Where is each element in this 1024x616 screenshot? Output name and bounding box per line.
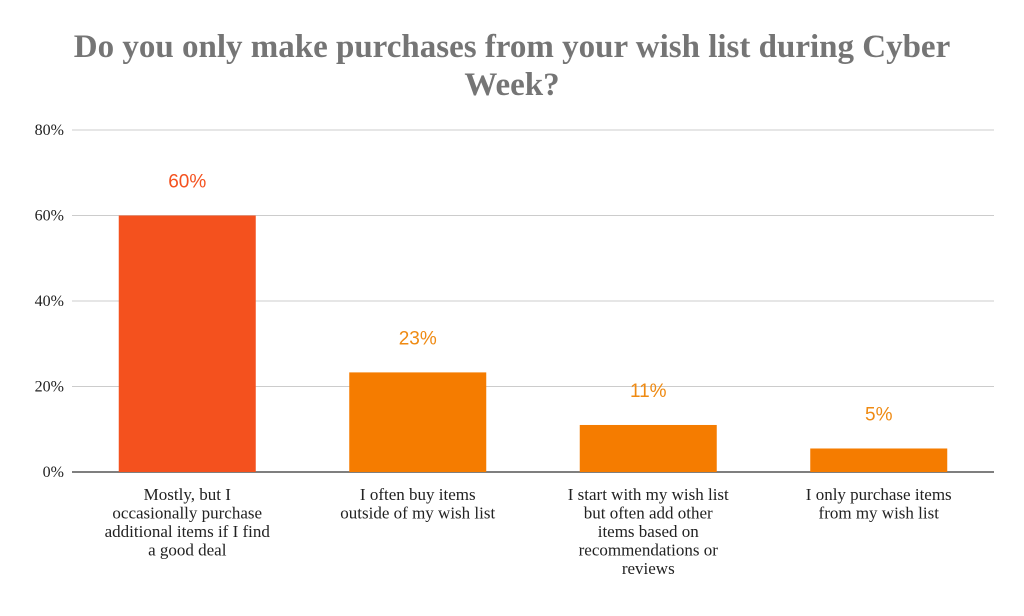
category-label-line: additional items if I find [105, 522, 271, 541]
data-label: 11% [630, 381, 667, 402]
bars [118, 215, 948, 472]
y-tick-label: 60% [35, 208, 64, 225]
y-tick-label: 20% [35, 379, 64, 396]
y-tick-label: 80% [35, 122, 64, 139]
category-label-line: I start with my wish list [568, 485, 729, 504]
data-label: 23% [399, 328, 437, 349]
bar [810, 448, 948, 472]
category-label-line: items based on [598, 522, 700, 541]
category-label-line: I often buy items [360, 485, 476, 504]
chart-title: Do you only make purchases from your wis… [0, 28, 1024, 104]
data-labels: 60% 23% 11% 5% [168, 172, 892, 426]
category-label-line: Mostly, but I [144, 485, 232, 504]
data-label: 60% [168, 172, 206, 193]
chart-title-line-1: Do you only make purchases from your wis… [73, 29, 951, 65]
bar [118, 215, 256, 472]
category-label-line: a good deal [148, 541, 227, 560]
category-label: I often buy items outside of my wish list [340, 485, 495, 523]
y-tick-label: 40% [35, 293, 64, 310]
category-label-line: from my wish list [819, 504, 940, 523]
category-label-line: outside of my wish list [340, 504, 495, 523]
bar [349, 372, 487, 472]
y-tick-label: 0% [43, 464, 64, 481]
chart-title-line-2: Week? [464, 67, 560, 103]
bar [579, 424, 717, 472]
y-axis-ticks: 0% 20% 40% 60% 80% [35, 122, 64, 481]
data-label: 5% [865, 404, 893, 425]
category-label-line: I only purchase items [806, 485, 952, 504]
category-label-line: occasionally purchase [112, 504, 262, 523]
category-label-line: but often add other [584, 504, 713, 523]
category-label-line: recommendations or [579, 541, 719, 560]
category-label: I only purchase items from my wish list [806, 485, 952, 523]
category-label: I start with my wish list but often add o… [568, 485, 729, 578]
category-label-line: reviews [622, 559, 675, 578]
